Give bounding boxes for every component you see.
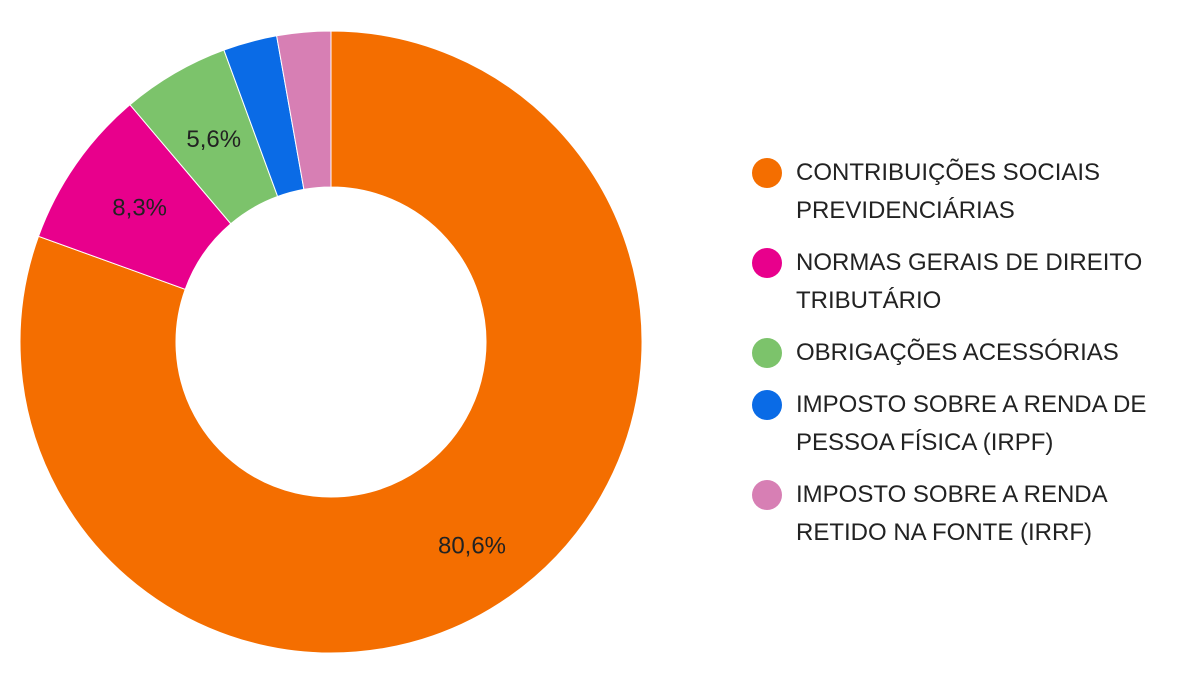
legend-item-3[interactable]: OBRIGAÇÕES ACESSÓRIAS xyxy=(752,334,1192,372)
legend-swatch-icon xyxy=(752,248,782,278)
legend-item-4[interactable]: IMPOSTO SOBRE A RENDA DE PESSOA FÍSICA (… xyxy=(752,386,1192,462)
legend-swatch-icon xyxy=(752,480,782,510)
legend-swatch-icon xyxy=(752,158,782,188)
legend-label: CONTRIBUIÇÕES SOCIAIS PREVIDENCIÁRIAS xyxy=(796,159,1101,224)
legend-swatch-icon xyxy=(752,390,782,420)
legend-label: IMPOSTO SOBRE A RENDA DE PESSOA FÍSICA (… xyxy=(796,391,1147,456)
donut-slice-labels: 80,6% 8,3% 5,6% xyxy=(112,126,506,559)
legend-label: IMPOSTO SOBRE A RENDA RETIDO NA FONTE (I… xyxy=(796,481,1107,546)
donut-chart: 80,6% 8,3% 5,6% xyxy=(19,30,643,654)
donut-slice-1[interactable] xyxy=(19,30,643,654)
slice-value-label-1: 80,6% xyxy=(438,532,506,559)
legend-item-2[interactable]: NORMAS GERAIS DE DIREITO TRIBUTÁRIO xyxy=(752,244,1192,320)
donut-slice-5[interactable] xyxy=(276,30,332,190)
legend-item-1[interactable]: CONTRIBUIÇÕES SOCIAIS PREVIDENCIÁRIAS xyxy=(752,154,1192,230)
slice-value-label-2: 8,3% xyxy=(112,194,167,221)
legend-label: NORMAS GERAIS DE DIREITO TRIBUTÁRIO xyxy=(796,249,1143,314)
donut-slices xyxy=(19,30,643,654)
slice-value-label-3: 5,6% xyxy=(186,126,241,153)
legend-item-5[interactable]: IMPOSTO SOBRE A RENDA RETIDO NA FONTE (I… xyxy=(752,476,1192,552)
chart-legend: CONTRIBUIÇÕES SOCIAIS PREVIDENCIÁRIAS NOR… xyxy=(752,154,1192,566)
legend-label: OBRIGAÇÕES ACESSÓRIAS xyxy=(796,339,1119,366)
legend-swatch-icon xyxy=(752,338,782,368)
